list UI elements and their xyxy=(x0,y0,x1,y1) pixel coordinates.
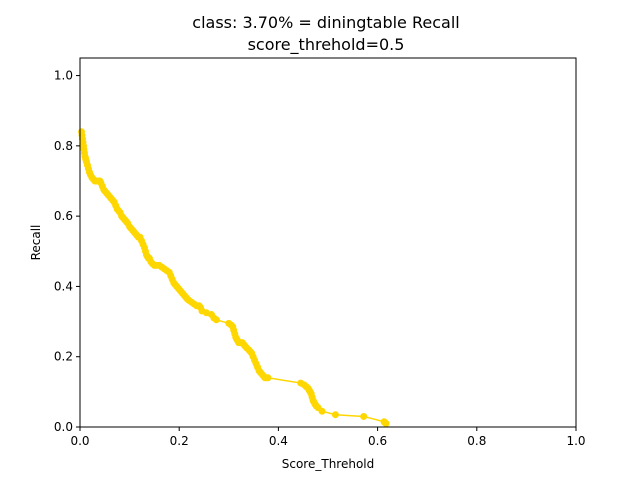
x-tick-label: 0.0 xyxy=(70,434,89,448)
y-tick-label: 0.6 xyxy=(54,209,73,223)
recall-point xyxy=(212,316,220,324)
recall-point xyxy=(318,407,326,415)
recall-point xyxy=(264,374,272,382)
x-tick-label: 0.6 xyxy=(368,434,387,448)
y-axis-ticks: 0.0 0.2 0.4 0.6 0.8 1.0 xyxy=(54,69,80,434)
recall-series-line xyxy=(80,131,387,425)
x-tick-label: 0.2 xyxy=(170,434,189,448)
recall-point xyxy=(382,419,390,427)
plot-frame xyxy=(79,57,577,428)
recall-point xyxy=(360,412,368,420)
x-axis-ticks: 0.0 0.2 0.4 0.6 0.8 1.0 xyxy=(70,427,586,448)
y-tick-label: 0.0 xyxy=(54,420,73,434)
chart-title-line2: score_threhold=0.5 xyxy=(248,35,405,55)
recall-point xyxy=(331,411,339,419)
x-tick-label: 0.8 xyxy=(467,434,486,448)
x-tick-label: 1.0 xyxy=(566,434,585,448)
y-tick-label: 0.4 xyxy=(54,279,73,293)
y-tick-label: 0.8 xyxy=(54,139,73,153)
y-tick-label: 1.0 xyxy=(54,69,73,83)
series-layer xyxy=(77,128,390,427)
chart-title-line1: class: 3.70% = diningtable Recall xyxy=(192,13,459,32)
x-tick-label: 0.4 xyxy=(269,434,288,448)
x-axis-label: Score_Threhold xyxy=(282,457,375,471)
y-tick-label: 0.2 xyxy=(54,350,73,364)
y-axis-label: Recall xyxy=(29,225,43,261)
